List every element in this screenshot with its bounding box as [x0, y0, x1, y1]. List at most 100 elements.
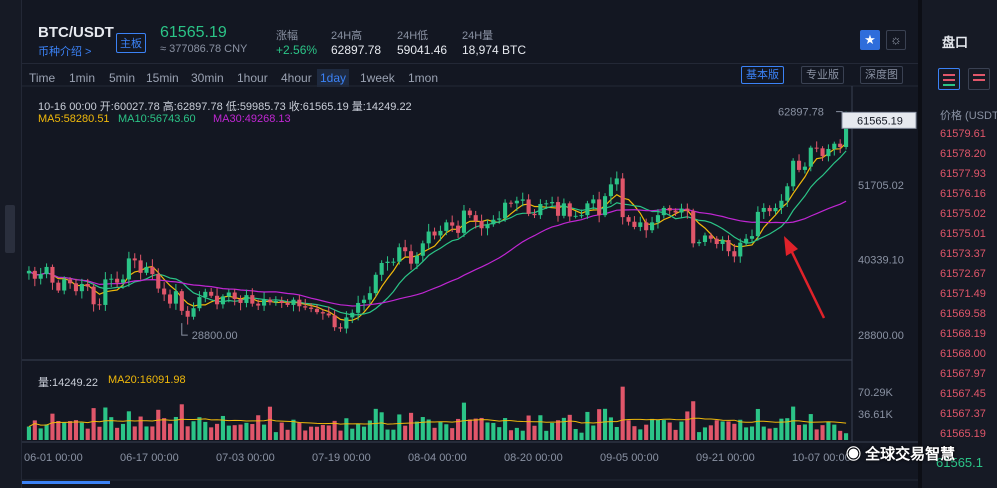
volume-bar[interactable]: [685, 411, 690, 440]
volume-bar[interactable]: [238, 424, 243, 440]
candle-body[interactable]: [608, 184, 613, 197]
timeframe-tab-4hour[interactable]: 4hour: [281, 71, 312, 85]
candle-body[interactable]: [461, 210, 467, 233]
candle-body[interactable]: [667, 207, 672, 211]
orderbook-ask-row[interactable]: 61571.49: [940, 288, 986, 300]
candle-body[interactable]: [256, 303, 261, 306]
volume-bar[interactable]: [667, 422, 672, 440]
volume-bar[interactable]: [115, 427, 120, 440]
candle-body[interactable]: [832, 143, 837, 149]
volume-bar[interactable]: [444, 424, 449, 440]
volume-bar[interactable]: [385, 429, 390, 440]
candle-body[interactable]: [126, 258, 131, 280]
volume-bar[interactable]: [356, 423, 361, 440]
volume-bar[interactable]: [338, 430, 343, 440]
candle-body[interactable]: [726, 240, 731, 252]
orderbook-ask-row[interactable]: 61578.20: [940, 148, 986, 160]
volume-bar[interactable]: [97, 426, 102, 440]
candle-body[interactable]: [68, 279, 73, 284]
candle-body[interactable]: [773, 207, 778, 212]
orderbook-ask-row[interactable]: 61568.00: [940, 348, 986, 360]
candle-body[interactable]: [761, 207, 766, 212]
chart-mode-tab-1[interactable]: 基本版: [741, 66, 784, 84]
volume-bar[interactable]: [650, 418, 655, 440]
volume-bar[interactable]: [285, 429, 290, 440]
volume-bar[interactable]: [162, 418, 167, 440]
volume-bar[interactable]: [744, 427, 749, 440]
volume-bar[interactable]: [614, 426, 619, 440]
coin-intro-link[interactable]: 币种介绍 >: [38, 46, 92, 58]
volume-bar[interactable]: [579, 432, 584, 440]
candle-body[interactable]: [779, 200, 784, 208]
volume-bar[interactable]: [655, 419, 661, 440]
candle-body[interactable]: [132, 258, 137, 261]
volume-bar[interactable]: [403, 425, 408, 440]
candle-body[interactable]: [91, 286, 96, 305]
candle-body[interactable]: [214, 295, 220, 305]
volume-bar[interactable]: [638, 429, 643, 440]
candle-body[interactable]: [561, 203, 566, 216]
volume-bar[interactable]: [473, 418, 478, 440]
volume-bar[interactable]: [391, 429, 396, 440]
orderbook-ask-row[interactable]: 61569.58: [940, 308, 986, 320]
candle-body[interactable]: [456, 225, 461, 233]
candle-body[interactable]: [403, 247, 408, 252]
volume-bar[interactable]: [644, 424, 649, 440]
volume-bar[interactable]: [256, 415, 261, 440]
candle-body[interactable]: [520, 199, 525, 201]
volume-bar[interactable]: [608, 417, 613, 440]
volume-bar[interactable]: [585, 411, 590, 440]
volume-bar[interactable]: [626, 420, 631, 440]
candle-body[interactable]: [467, 210, 472, 216]
volume-bar[interactable]: [785, 418, 790, 440]
volume-bar[interactable]: [262, 424, 267, 440]
volume-bar[interactable]: [456, 418, 461, 440]
candle-body[interactable]: [702, 235, 708, 243]
candle-body[interactable]: [356, 302, 361, 313]
volume-bar[interactable]: [503, 418, 508, 440]
candle-body[interactable]: [661, 207, 666, 216]
timeframe-tab-1hour[interactable]: 1hour: [237, 71, 268, 85]
volume-bar[interactable]: [732, 423, 737, 440]
orderbook-ask-row[interactable]: 61575.02: [940, 208, 986, 220]
candle-body[interactable]: [309, 307, 314, 309]
volume-bar[interactable]: [467, 419, 472, 440]
volume-bar[interactable]: [497, 427, 502, 440]
volume-bar[interactable]: [779, 418, 784, 440]
candle-body[interactable]: [273, 301, 278, 303]
volume-bar[interactable]: [508, 430, 514, 440]
candle-body[interactable]: [109, 278, 114, 280]
volume-bar[interactable]: [120, 423, 126, 440]
candle-body[interactable]: [350, 312, 355, 318]
candle-body[interactable]: [138, 260, 143, 273]
candle-body[interactable]: [344, 317, 349, 329]
volume-bar[interactable]: [150, 426, 155, 440]
candle-body[interactable]: [585, 203, 590, 216]
volume-bar[interactable]: [291, 419, 296, 440]
volume-bar[interactable]: [844, 433, 849, 440]
candle-body[interactable]: [179, 291, 184, 311]
volume-bar[interactable]: [367, 420, 372, 440]
candle-body[interactable]: [508, 202, 514, 204]
timeframe-tab-30min[interactable]: 30min: [191, 71, 224, 85]
candle-body[interactable]: [314, 308, 320, 313]
candle-body[interactable]: [720, 240, 725, 244]
candle-body[interactable]: [379, 262, 384, 275]
volume-bar[interactable]: [414, 421, 419, 440]
volume-bar[interactable]: [309, 426, 314, 440]
volume-bar[interactable]: [726, 421, 731, 440]
candle-body[interactable]: [73, 283, 79, 292]
volume-bar[interactable]: [426, 419, 431, 440]
candle-body[interactable]: [808, 147, 813, 167]
candle-body[interactable]: [385, 261, 390, 263]
volume-bar[interactable]: [226, 425, 231, 440]
volume-bar[interactable]: [561, 417, 566, 440]
volume-bar[interactable]: [132, 426, 137, 440]
volume-bar[interactable]: [214, 423, 220, 440]
candle-body[interactable]: [285, 302, 290, 305]
left-scrollbar[interactable]: [5, 205, 15, 253]
volume-bar[interactable]: [802, 424, 807, 440]
volume-bar[interactable]: [714, 420, 719, 440]
volume-bar[interactable]: [179, 404, 184, 440]
candle-body[interactable]: [691, 211, 696, 244]
